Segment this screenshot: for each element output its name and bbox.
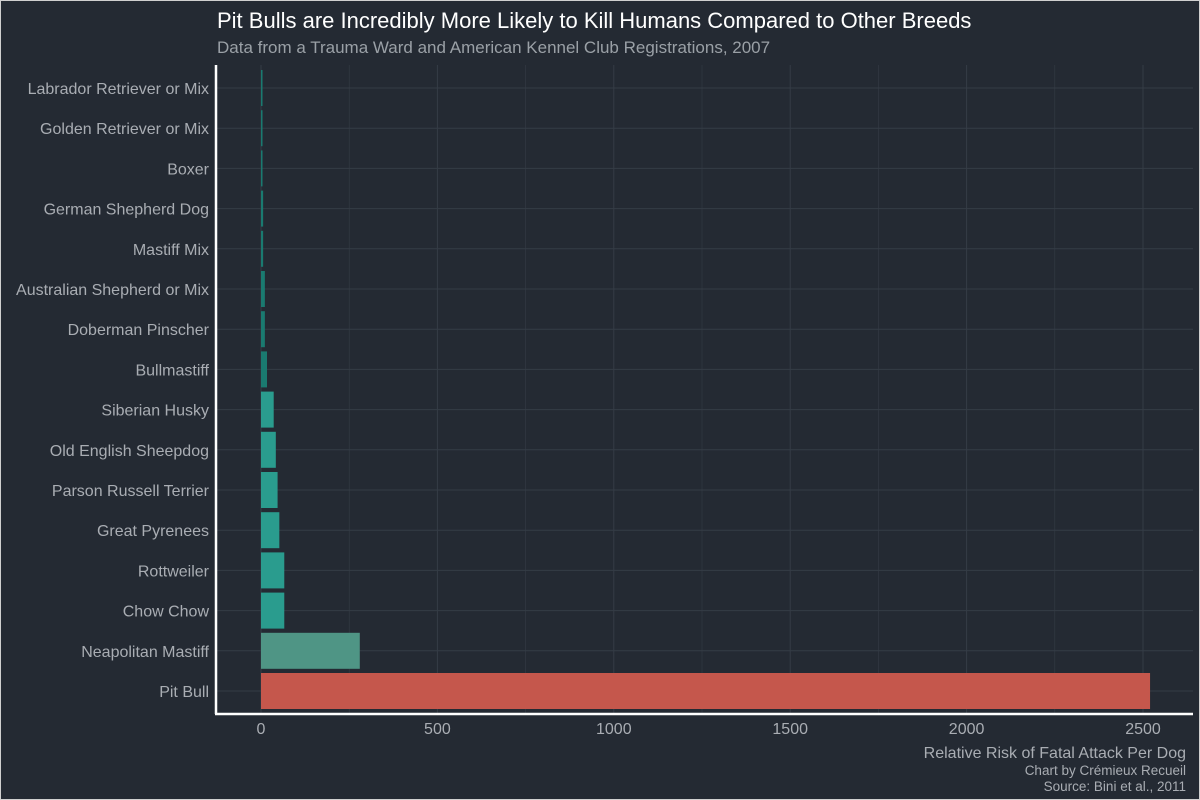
- category-label: Labrador Retriever or Mix: [28, 81, 209, 98]
- category-label: Parson Russell Terrier: [52, 483, 210, 500]
- category-label: Australian Shepherd or Mix: [16, 282, 209, 299]
- category-label: German Shepherd Dog: [44, 202, 209, 219]
- x-tick-label: 0: [257, 721, 266, 738]
- x-tick-label: 1500: [772, 721, 808, 738]
- bars: [261, 70, 1151, 709]
- bar-mastiff-mix: [261, 230, 264, 267]
- chart-title: Pit Bulls are Incredibly More Likely to …: [217, 8, 971, 33]
- category-label: Chow Chow: [123, 604, 210, 621]
- x-tick-label: 500: [424, 721, 451, 738]
- bar-boxer: [261, 150, 263, 187]
- caption-source: Source: Bini et al., 2011: [1044, 779, 1186, 794]
- x-tick-label: 1000: [596, 721, 632, 738]
- category-label: Pit Bull: [159, 684, 209, 701]
- bar-neapolitan-mastiff: [261, 632, 360, 669]
- bar-golden-retriever-or-mix: [261, 110, 263, 147]
- category-label: Boxer: [167, 161, 209, 178]
- category-label: Golden Retriever or Mix: [40, 121, 209, 138]
- bar-doberman-pinscher: [261, 311, 265, 348]
- bar-bullmastiff: [261, 351, 267, 388]
- bar-labrador-retriever-or-mix: [261, 70, 263, 106]
- category-label: Mastiff Mix: [133, 242, 209, 259]
- bar-german-shepherd-dog: [261, 190, 264, 227]
- bar-siberian-husky: [261, 391, 274, 428]
- bar-chow-chow: [261, 592, 285, 629]
- category-label: Rottweiler: [138, 563, 210, 580]
- x-tick-label: 2000: [949, 721, 985, 738]
- bar-rottweiler: [261, 552, 285, 589]
- bar-old-english-sheepdog: [261, 431, 276, 468]
- caption-credit: Chart by Crémieux Recueil: [1025, 763, 1186, 778]
- x-tick-label: 2500: [1125, 721, 1161, 738]
- category-label: Siberian Husky: [101, 403, 209, 420]
- chart-subtitle: Data from a Trauma Ward and American Ken…: [217, 38, 770, 57]
- category-label: Old English Sheepdog: [50, 443, 209, 460]
- x-axis-title: Relative Risk of Fatal Attack Per Dog: [924, 745, 1186, 762]
- category-label: Bullmastiff: [135, 362, 209, 379]
- category-label: Great Pyrenees: [97, 523, 209, 540]
- bar-pit-bull: [261, 673, 1151, 709]
- bar-parson-russell-terrier: [261, 472, 278, 508]
- bar-australian-shepherd-or-mix: [261, 271, 265, 307]
- bar-great-pyrenees: [261, 512, 280, 549]
- category-label: Neapolitan Mastiff: [81, 644, 209, 661]
- grid-lines: [217, 65, 1193, 714]
- category-label: Doberman Pinscher: [68, 322, 210, 339]
- category-labels: Labrador Retriever or Mix Golden Retrieve…: [16, 81, 210, 701]
- x-tick-labels: 0 500 1000 1500 2000 2500: [257, 721, 1161, 738]
